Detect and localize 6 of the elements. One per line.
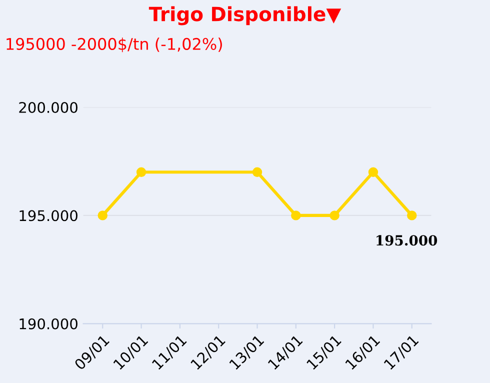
annotation: 195.000 (376, 235, 438, 246)
chart-title: Trigo Disponible▼ (148, 6, 342, 26)
y-tick-label: 200.000 (19, 102, 78, 113)
y-tick-label: 195.000 (20, 210, 78, 222)
y-tick-label: 190.000 (20, 318, 78, 330)
chart-subtitle: 195000 -2000$/tn (-1,02%) (6, 38, 222, 52)
